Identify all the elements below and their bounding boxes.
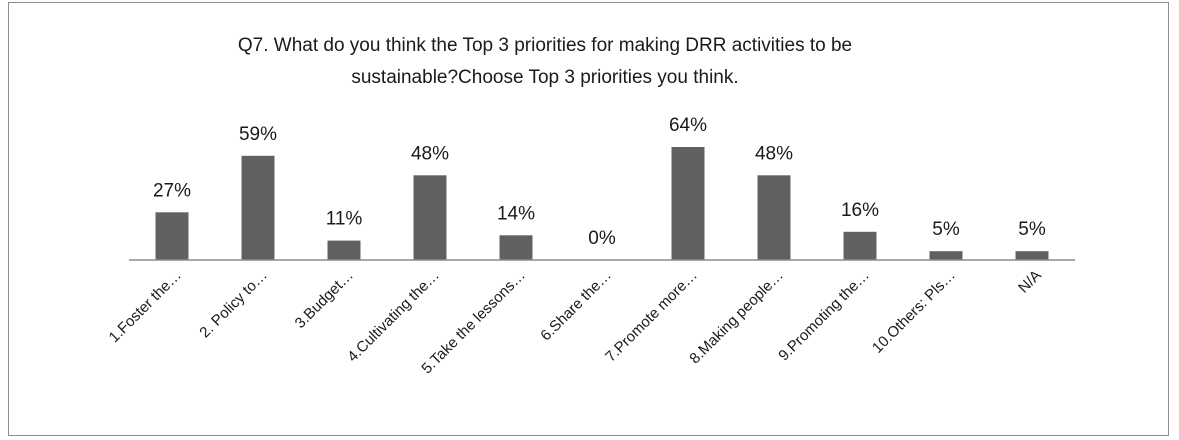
bar-2 bbox=[241, 155, 275, 260]
data-label-7: 64% bbox=[669, 115, 707, 136]
data-label-5: 14% bbox=[497, 203, 535, 224]
x-tick-label-3: 3.Budget… bbox=[292, 267, 357, 332]
data-label-3: 11% bbox=[326, 209, 363, 230]
data-label-4: 48% bbox=[411, 143, 449, 164]
data-label-1: 27% bbox=[153, 180, 191, 201]
bar-9 bbox=[843, 231, 877, 261]
bar-chart: Q7. What do you think the Top 3 prioriti… bbox=[106, 35, 1075, 377]
bar-11 bbox=[1015, 251, 1049, 260]
bar-8 bbox=[757, 175, 791, 261]
chart-frame: Q7. What do you think the Top 3 prioriti… bbox=[8, 2, 1169, 436]
x-tick-label-4: 4.Cultivating the… bbox=[344, 267, 443, 366]
x-tick-label-9: 9.Promoting the… bbox=[775, 267, 873, 365]
x-tick-label-1: 1.Foster the… bbox=[106, 267, 185, 346]
chart-title-line-1: Q7. What do you think the Top 3 prioriti… bbox=[238, 35, 852, 56]
x-tick-label-2: 2. Policy to… bbox=[196, 267, 271, 342]
x-tick-label-8: 8.Making people… bbox=[686, 267, 786, 367]
data-label-9: 16% bbox=[841, 200, 879, 221]
x-tick-label-11: N/A bbox=[1015, 267, 1045, 297]
bar-3 bbox=[327, 240, 361, 260]
x-tick-label-7: 7.Promote more… bbox=[602, 267, 701, 366]
chart-title-line-2: sustainable?Choose Top 3 priorities you … bbox=[351, 67, 738, 88]
bar-5 bbox=[499, 235, 533, 260]
data-label-2: 59% bbox=[239, 124, 277, 145]
data-label-11: 5% bbox=[1018, 219, 1046, 240]
bars bbox=[155, 147, 1049, 261]
bar-1 bbox=[155, 212, 189, 260]
data-label-8: 48% bbox=[755, 143, 793, 164]
bar-4 bbox=[413, 175, 447, 261]
x-axis-tick-labels: 1.Foster the… 2. Policy to… 3.Budget…4.Cul… bbox=[106, 267, 1045, 377]
data-labels: 27% 59% 11% 48% 14% 0% 64% 48% 16% 5% 5% bbox=[153, 115, 1046, 249]
chart-title: Q7. What do you think the Top 3 prioriti… bbox=[238, 35, 852, 88]
x-tick-label-6: 6.Share the… bbox=[537, 267, 614, 344]
data-label-6: 0% bbox=[588, 228, 616, 249]
bar-7 bbox=[671, 147, 705, 260]
data-label-10: 5% bbox=[932, 219, 960, 240]
x-tick-label-10: 10.Others: Pls… bbox=[869, 267, 959, 357]
bar-10 bbox=[929, 251, 963, 260]
